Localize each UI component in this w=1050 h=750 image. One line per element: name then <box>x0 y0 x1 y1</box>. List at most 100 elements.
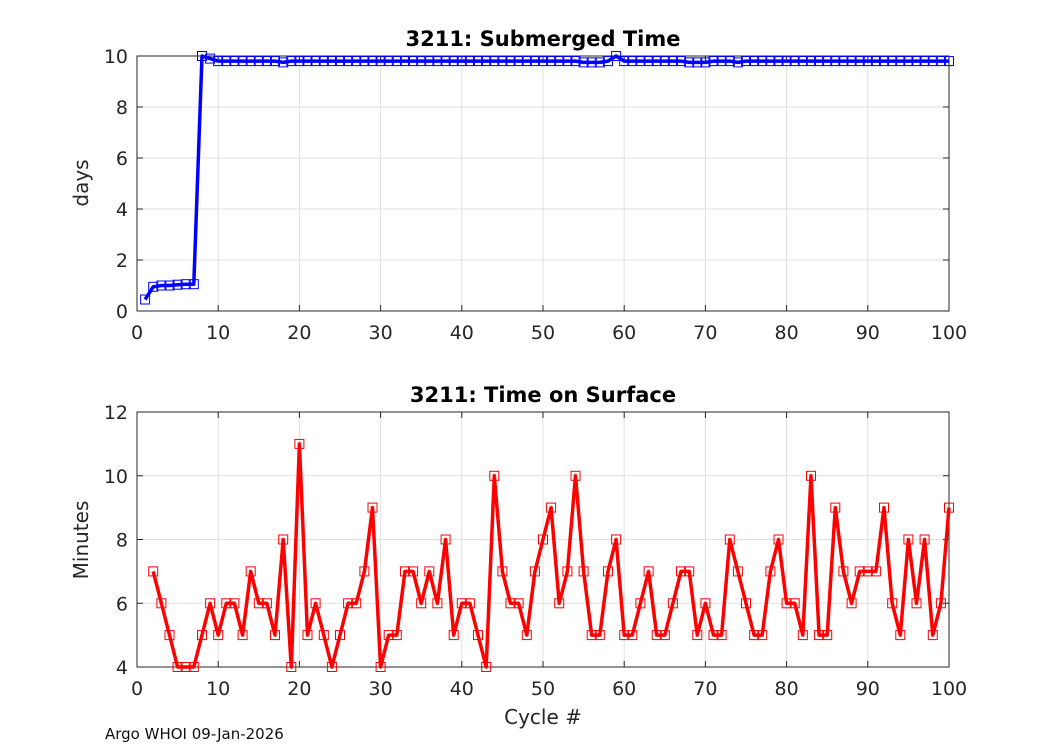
data-point-marker <box>635 56 646 67</box>
data-point-marker <box>538 56 548 67</box>
data-point-marker <box>375 56 386 67</box>
data-point-marker <box>684 57 695 68</box>
data-point-marker <box>781 56 792 67</box>
data-point-marker <box>513 56 524 67</box>
x-tick-label: 10 <box>206 678 230 700</box>
data-point-marker <box>757 630 768 641</box>
data-point-marker <box>814 56 825 67</box>
y-axis-label-1: days <box>69 159 93 206</box>
data-point-marker <box>935 598 946 609</box>
data-point-marker <box>684 566 695 577</box>
data-point-marker <box>351 56 362 67</box>
data-point-marker <box>464 598 475 609</box>
data-point-marker <box>667 56 678 67</box>
data-point-marker <box>562 566 573 577</box>
data-point-marker <box>814 630 825 641</box>
data-point-marker <box>270 56 280 67</box>
data-point-marker <box>724 534 735 545</box>
data-point-marker <box>919 56 930 67</box>
data-point-marker <box>659 56 670 67</box>
x-tick-label: 80 <box>775 322 799 344</box>
data-point-marker <box>716 56 727 67</box>
data-point-marker <box>838 566 849 577</box>
data-point-marker <box>424 566 435 577</box>
surface-time-panel: 0 10 20 30 40 50 60 70 80 90 100 4 6 8 10 12 3211: Time… <box>69 383 967 729</box>
data-point-marker <box>676 566 686 577</box>
data-point-marker <box>294 438 305 449</box>
data-point-marker <box>529 566 540 577</box>
data-point-marker <box>765 56 776 67</box>
data-point-marker <box>481 662 492 672</box>
data-point-marker <box>619 56 630 67</box>
data-point-marker <box>294 56 305 67</box>
y-tick-label: 10 <box>104 466 128 488</box>
data-point-marker <box>335 630 345 641</box>
series-line <box>151 442 951 669</box>
data-point-marker <box>270 630 280 641</box>
data-point-marker <box>456 598 467 609</box>
data-point-marker <box>830 502 841 513</box>
data-point-marker <box>172 279 183 290</box>
data-point-marker <box>578 566 589 577</box>
data-point-marker <box>903 534 914 545</box>
data-point-marker <box>205 598 216 609</box>
data-point-marker <box>741 598 751 609</box>
data-point-marker <box>700 57 711 68</box>
data-point-marker <box>148 281 159 292</box>
data-point-marker <box>481 56 492 67</box>
data-point-marker <box>335 56 345 67</box>
data-point-marker <box>781 598 792 609</box>
x-tick-label: 60 <box>612 322 636 344</box>
data-point-marker <box>237 630 248 641</box>
y-tick-label: 10 <box>104 46 128 68</box>
data-point-marker <box>253 56 264 67</box>
x-tick-label: 50 <box>531 678 555 700</box>
chart-title-2: 3211: Time on Surface <box>410 383 676 407</box>
data-point-marker <box>603 56 613 67</box>
data-point-marker <box>156 280 167 291</box>
data-point-marker <box>529 56 540 67</box>
data-point-marker <box>651 630 662 641</box>
data-point-marker <box>822 56 833 67</box>
data-point-marker <box>797 56 808 67</box>
x-tick-label: 80 <box>775 678 799 700</box>
data-point-marker <box>505 598 516 609</box>
ticks-2: 0 10 20 30 40 50 60 70 80 90 100 4 6 8 10 12 <box>104 402 967 700</box>
data-point-marker <box>310 56 321 67</box>
data-point-marker <box>359 566 370 577</box>
y-tick-label: 8 <box>116 97 128 119</box>
data-point-marker <box>156 598 167 609</box>
x-tick-label: 20 <box>287 322 311 344</box>
data-point-marker <box>180 662 191 672</box>
data-point-marker <box>627 630 638 641</box>
data-point-marker <box>773 56 784 67</box>
data-point-marker <box>741 56 751 67</box>
x-tick-label: 0 <box>131 322 143 344</box>
data-point-marker <box>326 56 337 67</box>
data-point-marker <box>830 56 841 67</box>
data-point-marker <box>870 56 881 67</box>
data-point-marker <box>806 470 816 481</box>
data-point-marker <box>505 56 516 67</box>
data-point-marker <box>749 630 760 641</box>
x-tick-label: 10 <box>206 322 230 344</box>
data-point-marker <box>627 56 638 67</box>
data-point-marker <box>732 57 743 68</box>
data-point-marker <box>611 534 622 545</box>
data-point-marker <box>261 598 272 609</box>
data-point-marker <box>278 57 289 68</box>
data-point-marker <box>489 56 500 67</box>
data-point-marker <box>716 630 727 641</box>
data-point-marker <box>554 598 565 609</box>
data-point-marker <box>546 502 557 513</box>
data-point-marker <box>911 56 922 67</box>
surface-time-series <box>148 438 954 672</box>
data-point-marker <box>887 598 898 609</box>
data-point-marker <box>408 56 419 67</box>
data-point-marker <box>164 280 175 291</box>
y-tick-label: 4 <box>116 657 128 679</box>
x-tick-label: 70 <box>693 678 717 700</box>
ticks-1: 0 10 20 30 40 50 60 70 80 90 100 0 2 4 6 8 10 <box>104 46 967 344</box>
data-point-marker <box>562 56 573 67</box>
